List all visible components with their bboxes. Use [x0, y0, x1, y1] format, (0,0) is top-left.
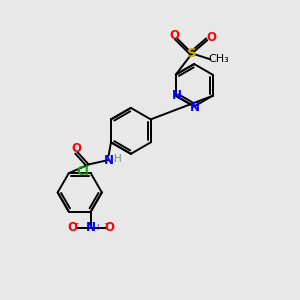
Text: +: +	[94, 223, 101, 232]
Text: O: O	[67, 221, 77, 234]
Text: N: N	[103, 154, 114, 166]
Text: O: O	[71, 142, 81, 155]
Text: −: −	[103, 218, 111, 227]
Text: N: N	[190, 100, 200, 113]
Text: O: O	[105, 221, 115, 234]
Text: S: S	[187, 47, 197, 60]
Text: CH₃: CH₃	[208, 54, 229, 64]
Text: Cl: Cl	[76, 165, 89, 178]
Text: −: −	[71, 218, 78, 227]
Text: H: H	[114, 154, 122, 164]
Text: N: N	[172, 89, 182, 102]
Text: O: O	[169, 29, 179, 42]
Text: N: N	[86, 221, 96, 234]
Text: O: O	[206, 31, 216, 44]
